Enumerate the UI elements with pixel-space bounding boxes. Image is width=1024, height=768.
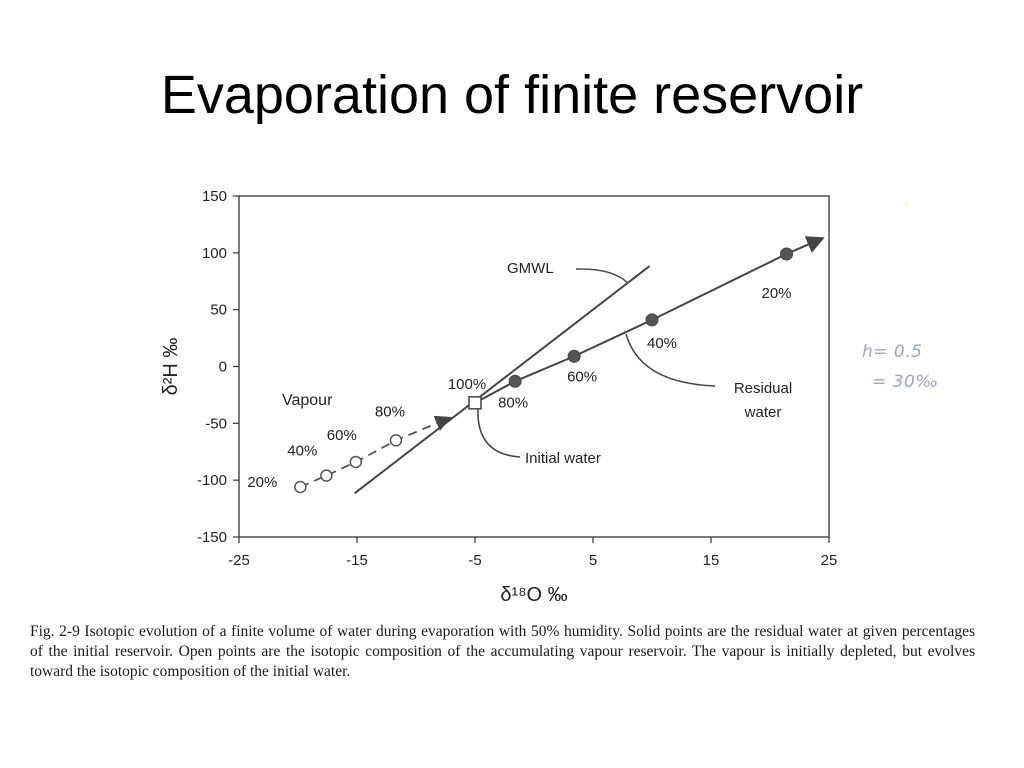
y-axis-label: δ²H ‰ (160, 338, 182, 396)
residual-annotation: water (744, 404, 782, 421)
y-tick-label: -100 (197, 472, 227, 489)
plot-frame (238, 195, 830, 538)
vapour-percent-label: 40% (287, 443, 317, 460)
residual-percent-label: 20% (762, 285, 792, 302)
initial-water-label: 100% (448, 376, 486, 393)
vapour-point (320, 469, 333, 482)
initial-water-point (468, 396, 482, 410)
vapour-annotation: Vapour (282, 392, 333, 409)
paper-speck (905, 202, 908, 205)
residual-water-line (474, 236, 825, 404)
x-tick-label: 15 (703, 552, 720, 569)
x-tick-label: 25 (821, 552, 838, 569)
residual-water-point (780, 247, 794, 261)
vapour-point (349, 455, 363, 469)
vapour-percent-label: 80% (375, 403, 405, 420)
x-tick-label: 5 (589, 552, 597, 569)
residual-water-point (508, 374, 522, 388)
residual-annotation: Residual (734, 380, 792, 397)
x-tick-label: -15 (346, 552, 368, 569)
x-tick-label: -5 (468, 552, 481, 569)
residual-leader (625, 333, 716, 387)
y-tick-label: 0 (219, 359, 227, 376)
residual-water-point (645, 313, 659, 327)
residual-percent-label: 40% (647, 335, 677, 352)
initial-water-leader (477, 407, 521, 458)
slide-title: Evaporation of finite reservoir (160, 65, 864, 125)
vapour-percent-label: 60% (327, 427, 357, 444)
vapour-point (294, 480, 307, 494)
residual-water-point (567, 349, 581, 363)
y-tick-label: 100 (202, 245, 227, 262)
residual-percent-label: 80% (498, 394, 528, 411)
vapour-percent-label: 20% (247, 474, 277, 491)
isotope-chart: 150 100 50 0 -50 -100 -150-25 -15 -5 5 15 25 δ¹⁸O ‰ δ… (160, 188, 838, 606)
x-tick-label: -25 (228, 552, 250, 569)
y-tick-label: 150 (202, 188, 227, 205)
y-tick-label: -50 (205, 415, 227, 432)
residual-percent-label: 60% (567, 368, 597, 385)
gmwl-leader (575, 268, 629, 284)
handwritten-note: = 30‰ (872, 372, 939, 392)
vapour-point (389, 434, 403, 447)
initial-water-annotation: Initial water (525, 450, 601, 467)
x-axis-label: δ¹⁸O ‰ (500, 584, 567, 606)
y-tick-label: 50 (210, 302, 227, 319)
y-tick-label: -150 (197, 529, 227, 546)
handwritten-note: h= 0.5 (862, 342, 923, 362)
gmwl-line (354, 265, 651, 495)
gmwl-annotation: GMWL (507, 260, 554, 277)
figure-caption: Fig. 2-9 Isotopic evolution of a finite … (30, 623, 975, 680)
